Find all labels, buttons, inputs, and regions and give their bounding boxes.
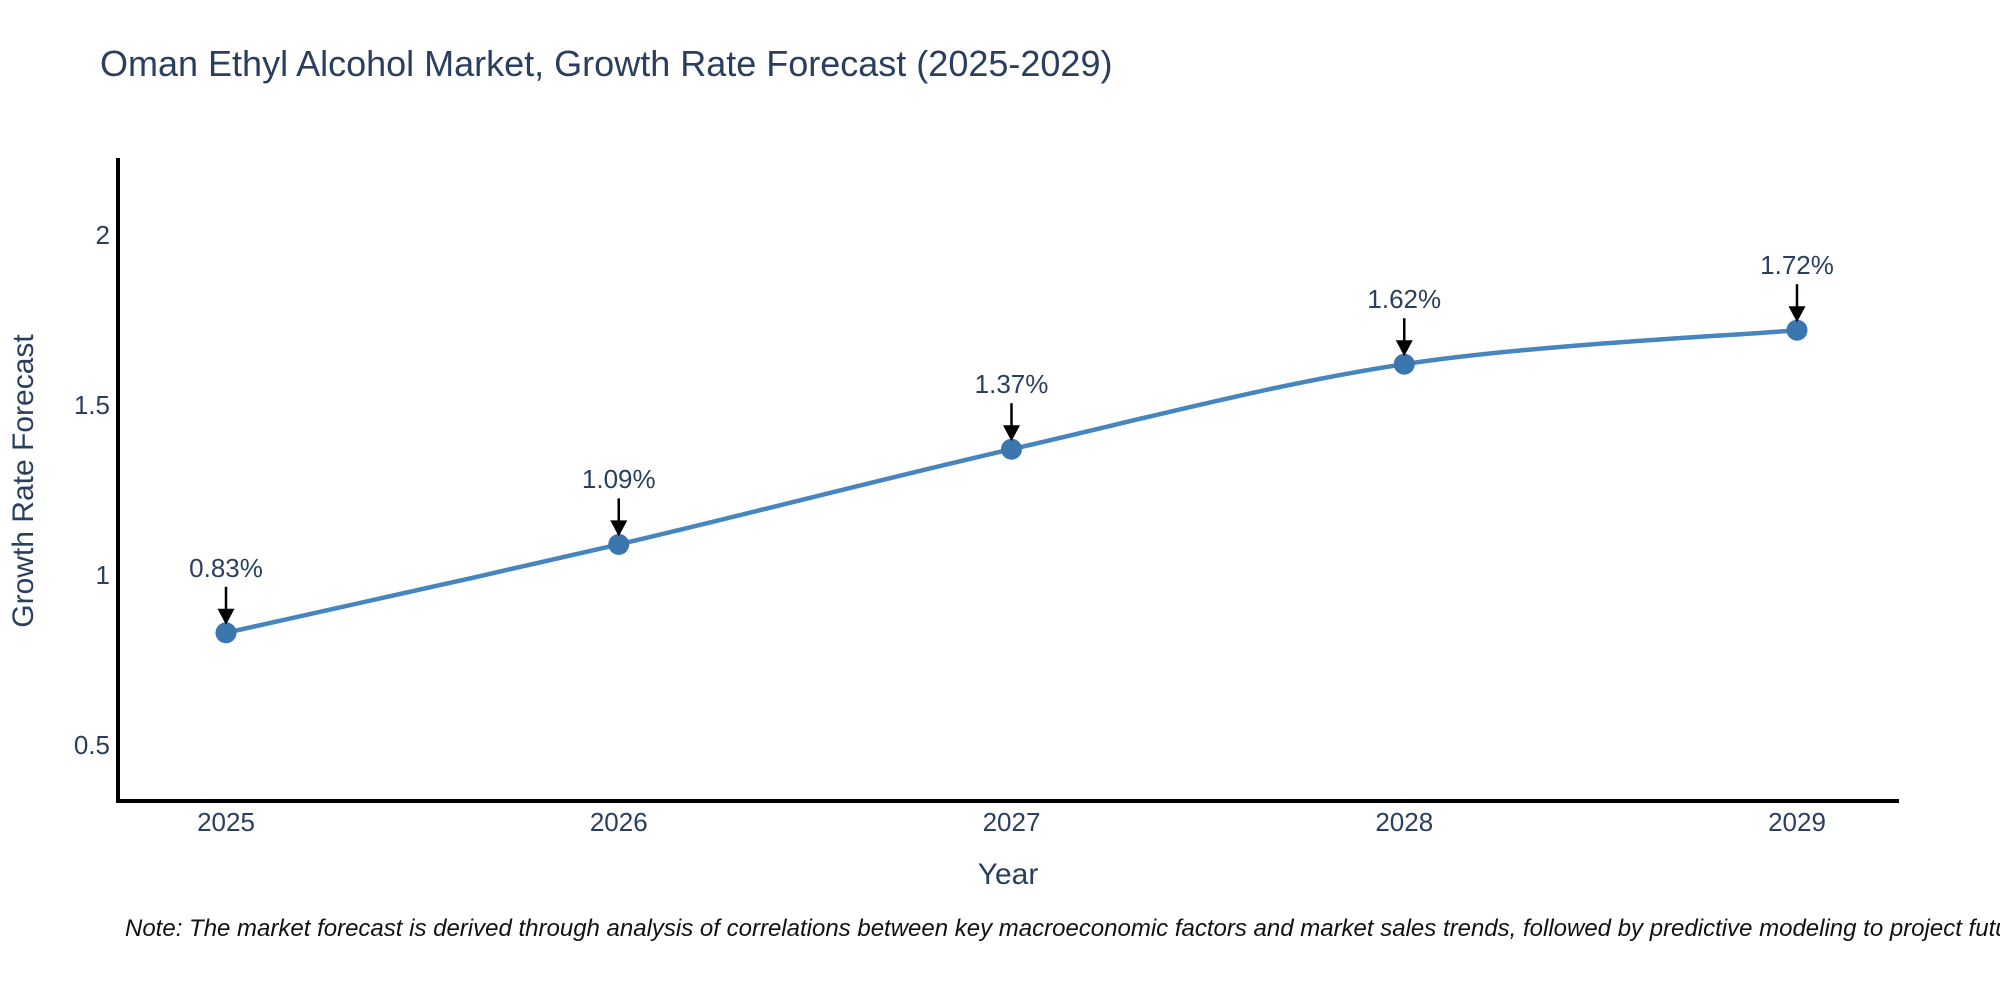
chart-title: Oman Ethyl Alcohol Market, Growth Rate F… xyxy=(100,43,1113,84)
data-point-marker xyxy=(1786,319,1808,341)
x-tick-label: 2027 xyxy=(982,807,1041,837)
y-tick-label: 2 xyxy=(95,220,110,250)
annotation-arrow-head xyxy=(1788,306,1806,323)
point-annotation: 1.62% xyxy=(1367,284,1442,315)
data-point-marker xyxy=(215,622,237,644)
x-axis-title: Year xyxy=(977,858,1039,891)
x-tick-label: 2026 xyxy=(589,807,648,837)
x-tick-label: 2028 xyxy=(1375,807,1434,837)
data-point-marker xyxy=(1393,353,1415,375)
point-annotation: 1.37% xyxy=(974,369,1049,400)
y-tick-label: 0.5 xyxy=(73,730,110,760)
annotation-arrow-head xyxy=(610,520,628,537)
annotation-arrow-head xyxy=(217,608,235,625)
footnote: Note: The market forecast is derived thr… xyxy=(125,915,2000,942)
data-point-marker xyxy=(608,533,630,555)
x-tick-label: 2029 xyxy=(1768,807,1826,837)
axis-spines xyxy=(116,158,1899,803)
point-annotation: 1.09% xyxy=(581,464,656,495)
point-annotation: 1.72% xyxy=(1760,250,1834,281)
y-tick-label: 1.5 xyxy=(73,390,110,420)
annotation-arrow-head xyxy=(1003,425,1020,442)
annotation-arrow-head xyxy=(1395,340,1413,357)
data-point-marker xyxy=(1001,438,1022,460)
y-tick-label: 1 xyxy=(95,560,110,590)
point-annotation: 0.83% xyxy=(189,552,263,583)
x-tick-label: 2025 xyxy=(197,807,255,837)
